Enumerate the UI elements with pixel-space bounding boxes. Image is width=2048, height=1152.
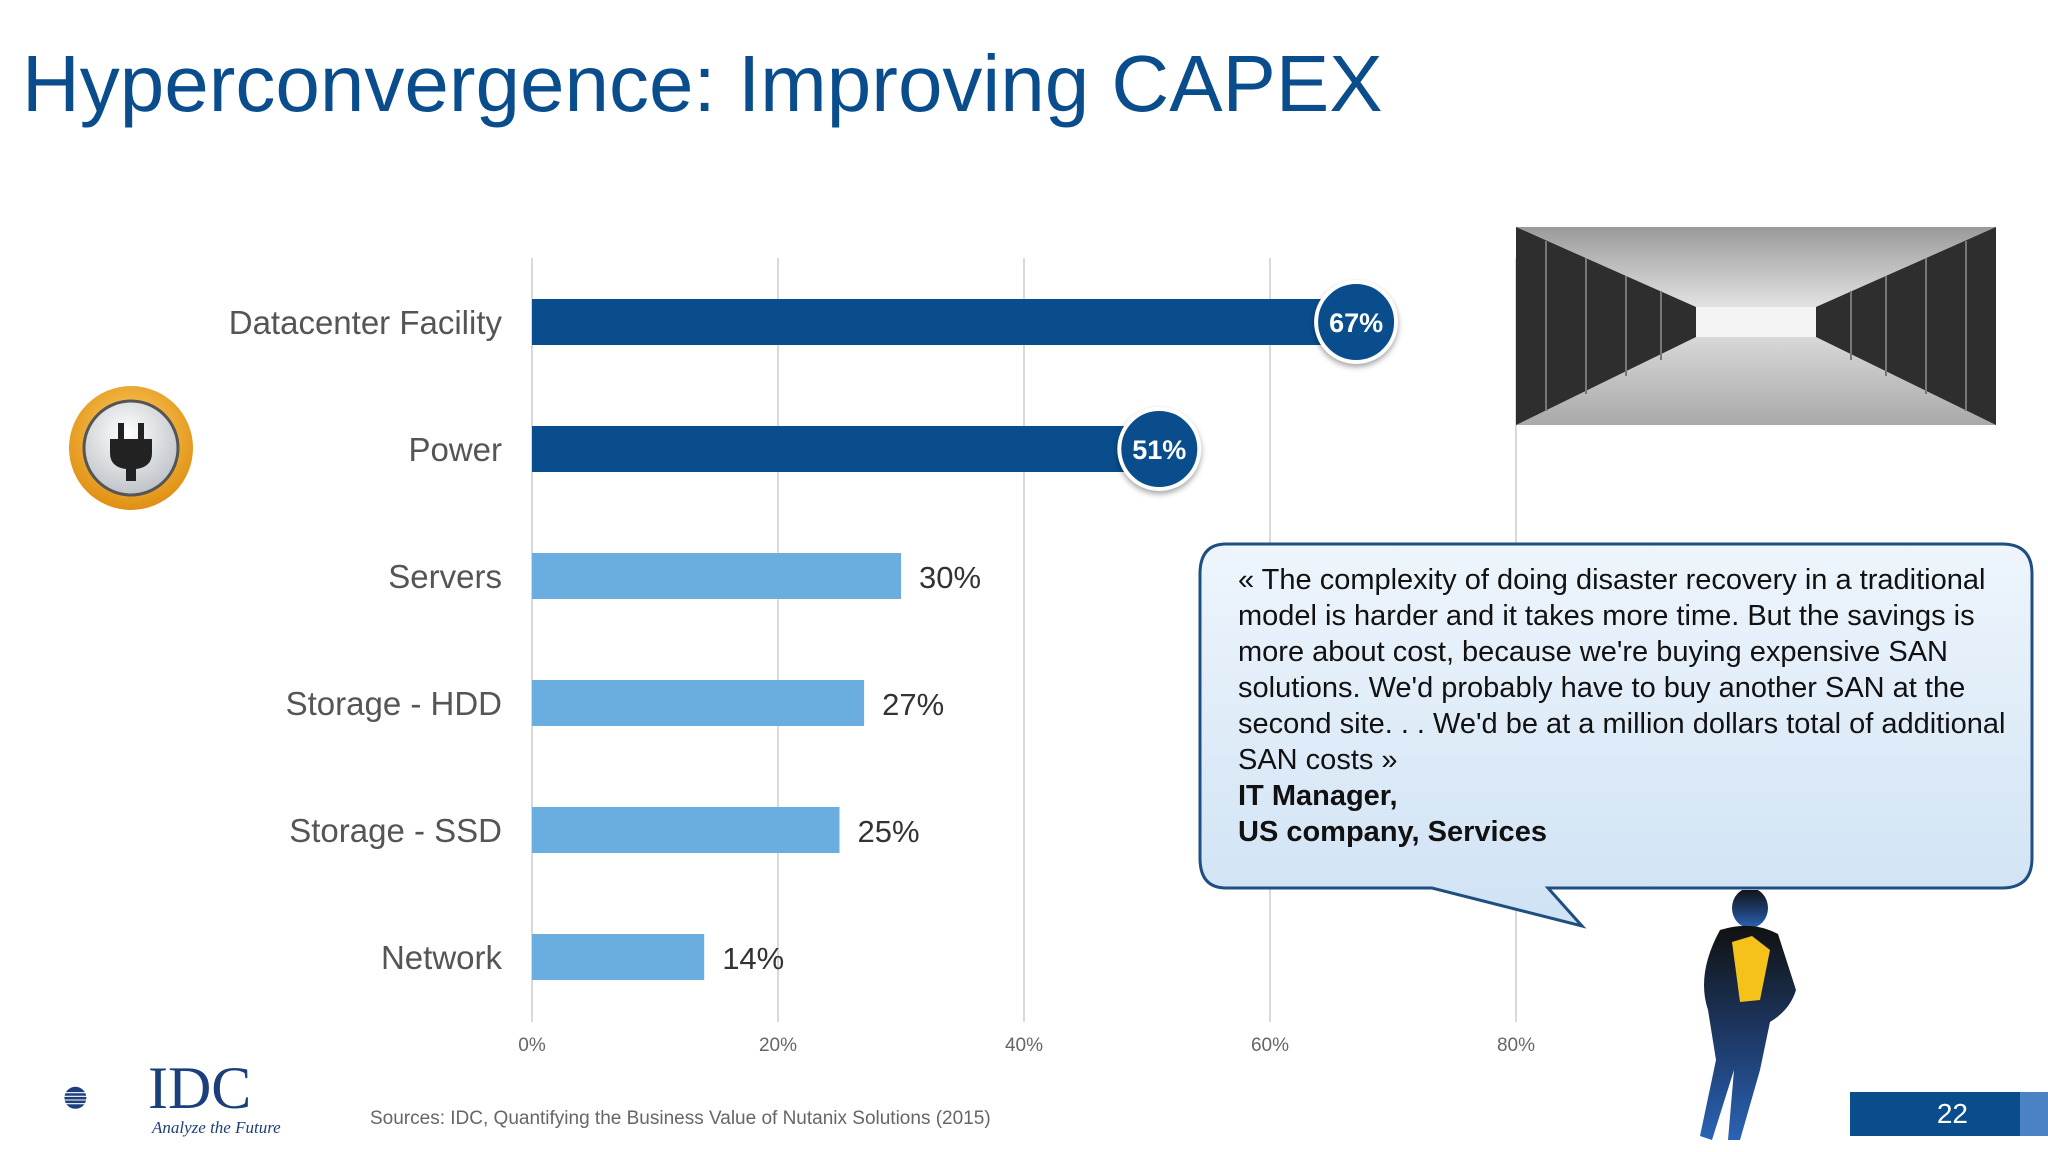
category-label: Servers <box>388 558 502 595</box>
bar-datacenter-facility <box>532 299 1357 345</box>
data-label: 67% <box>1329 308 1383 338</box>
data-label: 30% <box>919 560 981 595</box>
bar-storage-ssd <box>532 807 840 853</box>
bar-network <box>532 934 705 980</box>
page-number: 22 <box>1936 1098 1968 1129</box>
data-label: 51% <box>1132 435 1186 465</box>
sources-note: Sources: IDC, Quantifying the Business V… <box>370 1108 991 1129</box>
quote-author-role: IT Manager, <box>1238 780 1398 812</box>
page-number-box <box>1850 1092 2020 1136</box>
businessman-icon <box>1700 890 1796 1140</box>
page-number-accent <box>2020 1092 2048 1136</box>
idc-tagline: Analyze the Future <box>152 1118 281 1137</box>
quote-text-block: « The complexity of doing disaster recov… <box>1238 562 2018 850</box>
data-label: 14% <box>722 941 784 976</box>
category-label: Power <box>408 431 502 468</box>
idc-globe-icon <box>62 1086 88 1109</box>
power-plug-icon <box>69 386 193 510</box>
value-badge <box>1117 407 1202 491</box>
x-tick-label: 60% <box>1251 1035 1289 1056</box>
data-label: 27% <box>882 687 944 722</box>
category-label: Datacenter Facility <box>229 304 503 341</box>
quote-author-company: US company, Services <box>1238 816 1547 848</box>
category-label: Network <box>381 939 503 976</box>
capex-bar-chart: 0% 20% 40% 60% 80% Datacenter Facility 67% Powe… <box>229 258 1535 1056</box>
data-label: 25% <box>858 814 920 849</box>
quote-text: « The complexity of doing disaster recov… <box>1238 564 2006 776</box>
x-tick-label: 0% <box>518 1035 546 1056</box>
x-tick-label: 20% <box>759 1035 797 1056</box>
x-tick-label: 80% <box>1497 1035 1535 1056</box>
datacenter-photo <box>1516 227 1996 425</box>
slide-title: Hyperconvergence: Improving CAPEX <box>22 39 1383 128</box>
bar-storage-hdd <box>532 680 865 726</box>
x-tick-label: 40% <box>1005 1035 1043 1056</box>
category-label: Storage - HDD <box>286 685 502 722</box>
bar-power <box>532 426 1160 472</box>
idc-logo-text: IDC <box>148 1055 252 1121</box>
value-badge <box>1314 280 1399 364</box>
quote-bubble <box>1198 542 2034 929</box>
category-label: Storage - SSD <box>289 812 502 849</box>
bar-servers <box>532 553 901 599</box>
